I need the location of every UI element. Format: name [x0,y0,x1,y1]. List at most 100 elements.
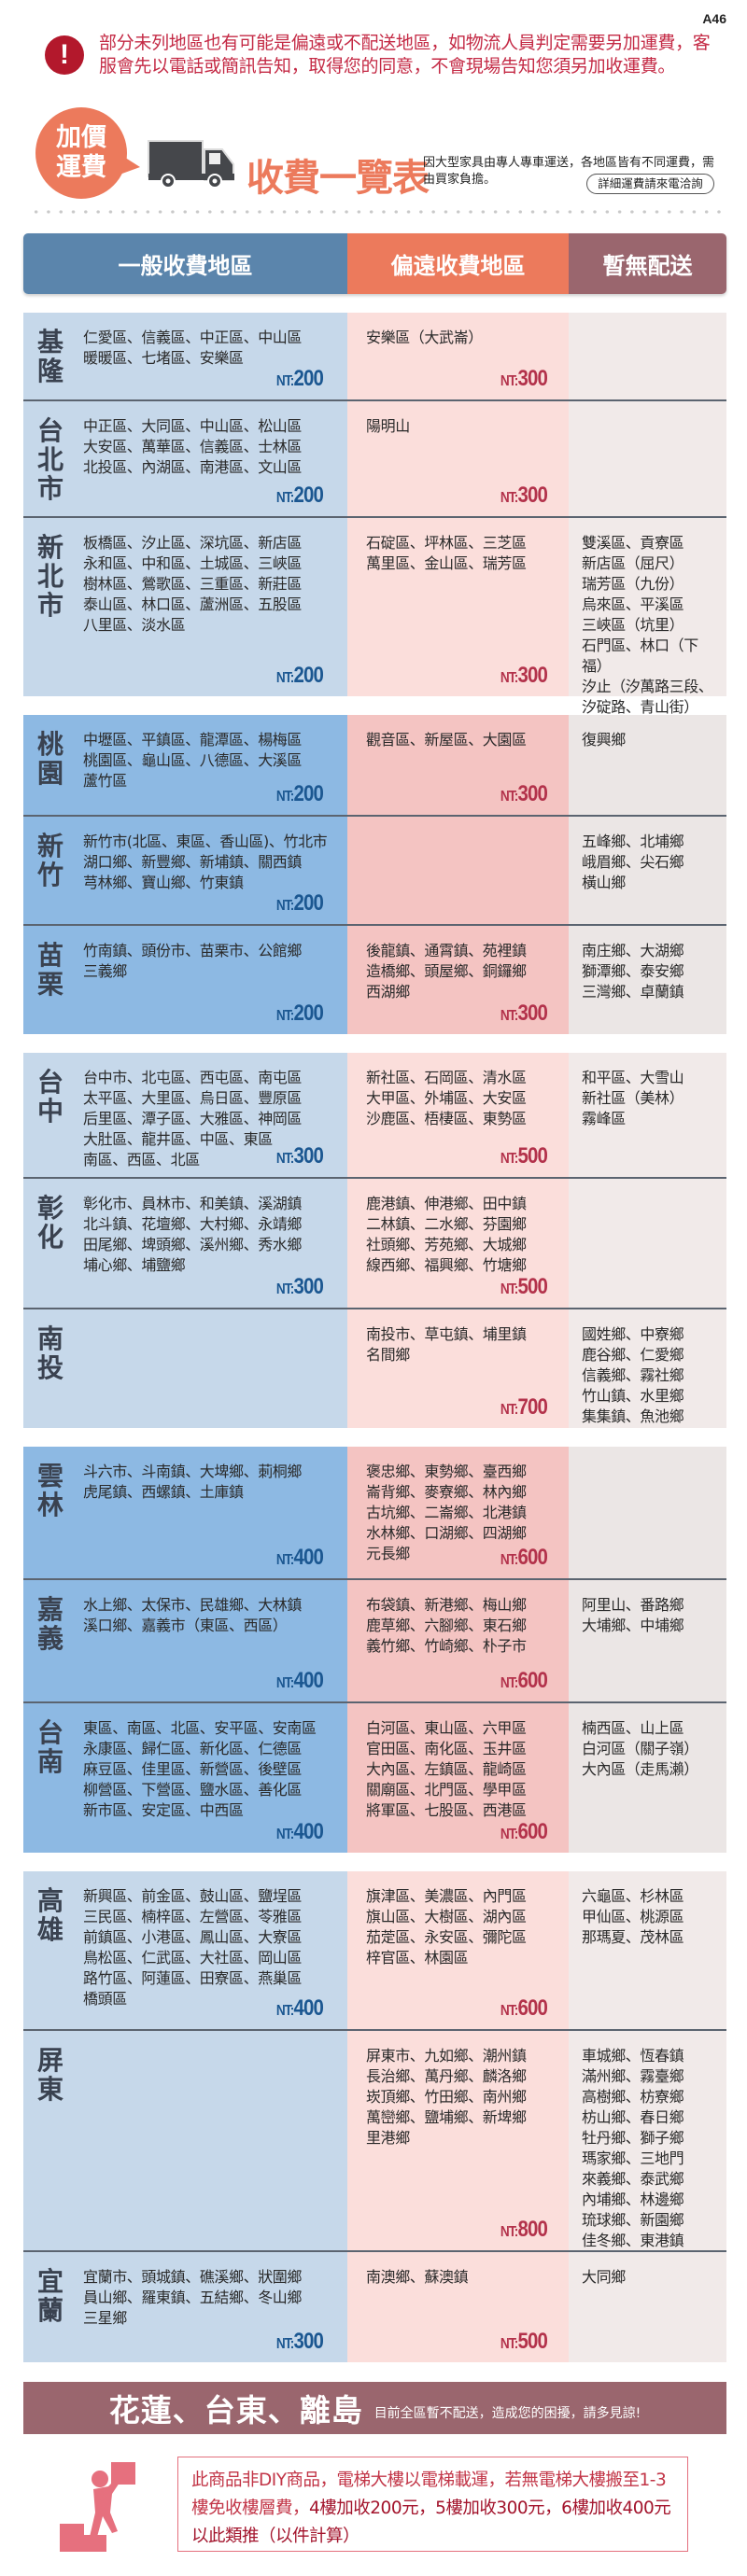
price-prefix: NT: [500,373,518,389]
general-areas: 台中市、北屯區、西屯區、南屯區 太平區、大里區、烏日區、豐原區 后里區、潭子區、… [83,1069,303,1169]
general-cell: 台北市 中正區、大同區、中山區、松山區 大安區、萬華區、信義區、士林區 北投區、內… [23,401,347,516]
price-prefix: NT: [275,670,294,686]
remote-price: NT:500 [500,2329,548,2355]
general-price: NT:200 [275,483,324,509]
remote-price: NT:300 [500,366,548,392]
price-value: 300 [517,366,548,391]
price-value: 600 [517,1545,548,1570]
remote-cell: 南澳鄉、蘇澳鎮 NT:500 [347,2252,569,2362]
price-value: 200 [293,1001,324,1026]
general-areas: 水上鄉、太保市、民雄鄉、大林鎮 溪口鄉、嘉義市（東區、西區） [83,1596,303,1634]
price-prefix: NT: [275,490,294,506]
general-cell: 雲林 斗六市、斗南鎮、大埤鄉、莿桐鄉 虎尾鎮、西螺鎮、土庫鎮 NT:400 [23,1447,347,1578]
remote-cell: 觀音區、新屋區、大園區 NT:300 [347,715,569,815]
no-delivery-areas: 六龜區、杉林區 甲仙區、桃源區 那瑪夏、茂林區 [582,1887,684,1946]
price-value: 200 [293,663,324,688]
province-name: 彰化 [37,1193,64,1253]
price-prefix: NT: [500,2003,518,2019]
general-areas: 新興區、前金區、鼓山區、鹽埕區 三民區、楠梓區、左營區、苓雅區 前鎮區、小港區、… [83,1887,303,2008]
price-value: 500 [517,1143,548,1169]
price-value: 400 [293,1819,324,1844]
exclamation-icon: ! [45,35,84,75]
general-price: NT:200 [275,663,324,689]
no-delivery-cell [569,1447,726,1578]
remote-price: NT:600 [500,1995,548,2022]
description: 因大型家具由專人專車運送，各地區皆有不同運費，需由買家負擔。 [423,156,715,187]
price-value: 500 [517,2329,548,2354]
table-row: 台南 東區、南區、北區、安平區、安南區 永康區、歸仁區、新化區、仁德區 麻豆區、佳… [23,1701,726,1853]
general-price: NT:300 [276,1274,324,1300]
province-name: 新北市 [37,532,64,621]
no-delivery-cell: 國姓鄉、中寮鄉 鹿谷鄉、仁愛鄉 信義鄉、霧社鄉 竹山鎮、水里鄉 集集鎮、魚池鄉 [569,1309,726,1428]
price-prefix: NT: [500,1151,518,1167]
extra-fee-badge: 加價運費 [35,107,127,199]
remote-price: NT:300 [500,663,548,689]
no-delivery-cell: 復興鄉 [569,715,726,815]
no-delivery-cell [569,313,726,399]
price-value: 500 [517,1274,548,1299]
price-prefix: NT: [275,2336,294,2352]
price-value: 300 [517,483,548,508]
no-delivery-cell: 阿里山、番路鄉 大埔鄉、中埔鄉 [569,1580,726,1701]
price-value: 600 [517,1668,548,1693]
general-price: NT:200 [276,1001,324,1027]
price-value: 300 [293,2329,324,2354]
price-value: 300 [293,1274,324,1299]
remote-areas: 屏東市、九如鄉、潮州鎮 長治鄉、萬丹鄉、麟洛鄉 崁頂鄉、竹田鄉、南州鄉 萬巒鄉、… [366,2047,527,2147]
general-price: NT:400 [276,1668,324,1694]
column-header: 一般收費地區 偏遠收費地區 暫無配送 [23,233,726,294]
general-cell: 基隆 仁愛區、信義區、中正區、中山區 暖暖區、七堵區、安樂區 NT:200 [23,313,347,399]
price-prefix: NT: [275,373,294,389]
no-delivery-cell: 大同鄉 [569,2252,726,2362]
islands-title: 花蓮、台東、離島 [108,2392,363,2429]
remote-cell: 屏東市、九如鄉、潮州鎮 長治鄉、萬丹鄉、麟洛鄉 崁頂鄉、竹田鄉、南州鄉 萬巒鄉、… [347,2031,569,2250]
region-group: 台中 台中市、北屯區、西屯區、南屯區 太平區、大里區、烏日區、豐原區 后里區、潭子… [23,1053,726,1428]
general-areas: 竹南鎮、頭份市、苗栗市、公館鄉 三義鄉 [83,942,303,980]
remote-price: NT:300 [500,483,548,509]
table-row: 宜蘭 宜蘭市、頭城鎮、礁溪鄉、狀圍鄉 員山鄉、羅東鎮、五結鄉、冬山鄉 三星鄉 NT:… [23,2250,726,2362]
table-row: 基隆 仁愛區、信義區、中正區、中山區 暖暖區、七堵區、安樂區 NT:200 安樂區（大… [23,313,726,399]
no-delivery-areas: 雙溪區、貢寮區 新店區（屈尺） 瑞芳區（九份） 烏來區、平溪區 三峽區（坑里） … [582,534,713,716]
remote-areas: 新社區、石岡區、清水區 大甲區、外埔區、大安區 沙鹿區、梧棲區、東勢區 [366,1069,527,1127]
province-name: 台中 [37,1067,64,1127]
call-for-details-button[interactable]: 詳細運費請來電洽詢 [586,174,714,194]
table-row: 嘉義 水上鄉、太保市、民雄鄉、大林鎮 溪口鄉、嘉義市（東區、西區） NT:400 布袋… [23,1578,726,1701]
no-delivery-areas: 國姓鄉、中寮鄉 鹿谷鄉、仁愛鄉 信義鄉、霧社鄉 竹山鎮、水里鄉 集集鎮、魚池鄉 [582,1325,684,1425]
price-value: 200 [293,890,324,916]
region-group: 高雄 新興區、前金區、鼓山區、鹽埕區 三民區、楠梓區、左營區、苓雅區 前鎮區、小港… [23,1871,726,2362]
price-value: 600 [517,1819,548,1844]
no-delivery-areas: 和平區、大雪山 新社區（美林） 霧峰區 [582,1069,684,1127]
table-row: 新北市 板橋區、汐止區、深坑區、新店區 永和區、中和區、土城區、三峽區 樹林區、鶯… [23,516,726,716]
general-price: NT:400 [276,1819,324,1845]
no-delivery-areas: 復興鄉 [582,731,626,749]
general-cell: 苗栗 竹南鎮、頭份市、苗栗市、公館鄉 三義鄉 NT:200 [23,926,347,1034]
price-prefix: NT: [500,1552,518,1568]
price-value: 400 [293,1995,324,2021]
province-name: 高雄 [37,1885,64,1945]
price-prefix: NT: [500,1827,518,1842]
column-no-delivery: 暫無配送 [569,233,726,294]
table-row: 彰化 彰化市、員林市、和美鎮、溪湖鎮 北斗鎮、花壇鄉、大村鄉、永靖鄉 田尾鄉、埤頭… [23,1177,726,1308]
no-delivery-areas: 南庄鄉、大湖鄉 獅潭鄉、泰安鄉 三灣鄉、卓蘭鎮 [582,942,684,1001]
no-delivery-cell: 南庄鄉、大湖鄉 獅潭鄉、泰安鄉 三灣鄉、卓蘭鎮 [569,926,726,1034]
price-prefix: NT: [275,898,294,914]
notice-text: 部分未列地區也有可能是偏遠或不配送地區，如物流人員判定需要另加運費，客服會先以電… [99,33,711,77]
general-cell: 新竹 新竹市(北區、東區、香山區)、竹北市 湖口鄉、新豐鄉、新埔鎮、關西鎮 芎林鄉… [23,817,347,924]
province-name: 基隆 [37,327,64,386]
remote-price: NT:300 [500,1001,548,1027]
price-prefix: NT: [500,1675,518,1691]
price-value: 400 [293,1545,324,1570]
price-value: 300 [517,781,548,806]
table-row: 雲林 斗六市、斗南鎮、大埤鄉、莿桐鄉 虎尾鎮、西螺鎮、土庫鎮 NT:400 褒忠鄉、東… [23,1447,726,1578]
province-name: 台南 [37,1717,64,1777]
table-row: 新竹 新竹市(北區、東區、香山區)、竹北市 湖口鄉、新豐鄉、新埔鎮、關西鎮 芎林鄉… [23,815,726,924]
price-prefix: NT: [275,2003,294,2019]
remote-price: NT:600 [500,1545,548,1571]
general-cell: 新北市 板橋區、汐止區、深坑區、新店區 永和區、中和區、土城區、三峽區 樹林區、鶯… [23,518,347,696]
floor-fee-text-1: 此商品非DIY商品，電梯大樓以電梯載運，若無電梯大樓搬至1-3樓免收樓層費， [191,2471,667,2518]
price-value: 400 [293,1668,324,1693]
remote-cell: 旗津區、美濃區、內門區 旗山區、大樹區、湖內區 茄萣區、永安區、彌陀區 梓官區、… [347,1871,569,2029]
price-prefix: NT: [500,1281,518,1297]
province-name: 嘉義 [37,1594,64,1654]
price-value: 200 [293,781,324,806]
